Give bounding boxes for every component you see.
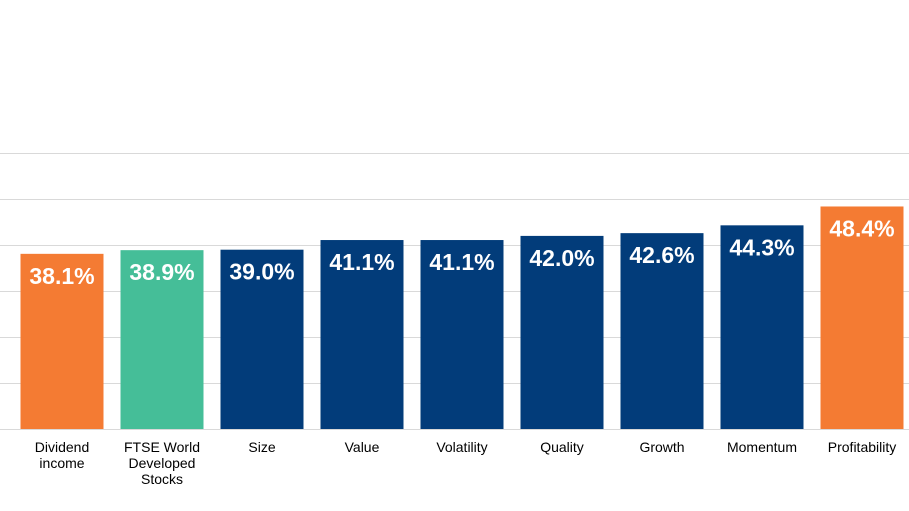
bar <box>320 240 404 429</box>
category-label-line: FTSE World <box>124 439 200 455</box>
category-label: Size <box>248 439 275 455</box>
category-label-line: Growth <box>639 439 684 455</box>
bar <box>820 206 904 429</box>
bar <box>520 235 604 429</box>
bar <box>420 240 504 429</box>
category-label-line: Dividend <box>35 439 89 455</box>
data-label: 42.0% <box>529 245 594 271</box>
bar <box>220 249 304 429</box>
category-label: Profitability <box>828 439 896 455</box>
bar <box>720 225 804 429</box>
bar <box>620 233 704 429</box>
data-label: 42.6% <box>629 242 694 268</box>
category-label-line: income <box>39 455 84 471</box>
category-label: Dividend income <box>35 439 89 471</box>
data-label: 38.9% <box>129 259 194 285</box>
data-label: 39.0% <box>229 259 294 285</box>
data-label: 44.3% <box>729 234 794 260</box>
bar <box>120 250 204 429</box>
category-label: Quality <box>540 439 584 455</box>
category-label: Momentum <box>727 439 797 455</box>
bar <box>20 253 104 429</box>
category-label: Value <box>345 439 380 455</box>
category-label-line: Value <box>345 439 380 455</box>
category-label: Volatility <box>436 439 487 455</box>
category-label-line: Momentum <box>727 439 797 455</box>
category-label-line: Size <box>248 439 275 455</box>
data-label: 48.4% <box>829 215 894 241</box>
data-label: 38.1% <box>29 263 94 289</box>
category-label-line: Developed <box>129 455 196 471</box>
category-label-line: Quality <box>540 439 584 455</box>
data-label: 41.1% <box>329 249 394 275</box>
category-label-line: Stocks <box>141 471 183 487</box>
data-label: 41.1% <box>429 249 494 275</box>
value-labels: 38.1% 38.9% 39.0% 41.1% 41.1% 42.0% 42.6% 44.3%… <box>29 215 894 288</box>
category-label: FTSE World Developed Stocks <box>124 439 200 487</box>
category-label: Growth <box>639 439 684 455</box>
bars <box>20 206 904 429</box>
category-label-line: Profitability <box>828 439 896 455</box>
category-label-line: Volatility <box>436 439 487 455</box>
